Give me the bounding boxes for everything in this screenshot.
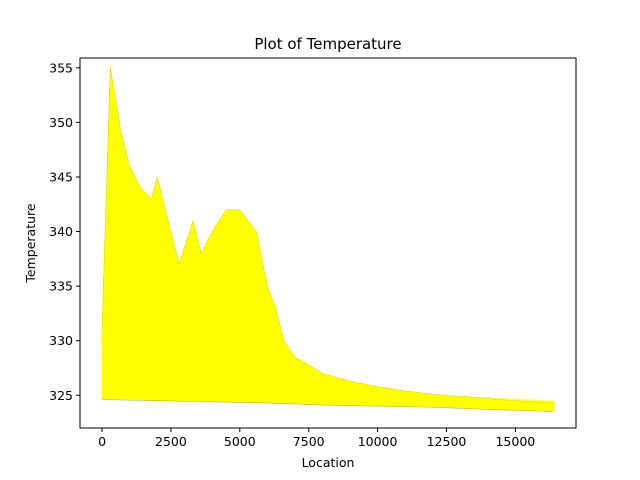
y-tick-label: 355 xyxy=(49,60,73,75)
y-axis-title: Temperature xyxy=(23,203,38,283)
y-tick-label: 340 xyxy=(49,224,73,239)
x-axis: 0 2500 5000 7500 10000 12500 15000 xyxy=(98,428,535,449)
x-tick-label: 12500 xyxy=(427,434,467,449)
x-tick-label: 7500 xyxy=(293,434,325,449)
temperature-upper-edge xyxy=(101,67,554,404)
y-tick-label: 345 xyxy=(49,169,73,184)
x-axis-title: Location xyxy=(302,455,355,470)
series-temperature xyxy=(101,67,555,412)
axes-frame xyxy=(79,57,577,429)
temperature-line xyxy=(101,67,555,412)
temperature-lower-edge xyxy=(102,399,554,412)
y-tick-label: 325 xyxy=(49,388,73,403)
x-tick-label: 2500 xyxy=(155,434,187,449)
x-tick-label: 15000 xyxy=(495,434,535,449)
y-tick-label: 330 xyxy=(49,333,73,348)
y-axis: 325 330 335 340 345 350 355 xyxy=(49,60,80,403)
x-tick-label: 10000 xyxy=(358,434,398,449)
x-tick-label: 0 xyxy=(98,434,106,449)
x-tick-label: 5000 xyxy=(224,434,256,449)
chart-title: Plot of Temperature xyxy=(254,35,401,53)
y-tick-label: 335 xyxy=(49,279,73,294)
y-tick-label: 350 xyxy=(49,115,73,130)
plot-area xyxy=(79,57,577,429)
